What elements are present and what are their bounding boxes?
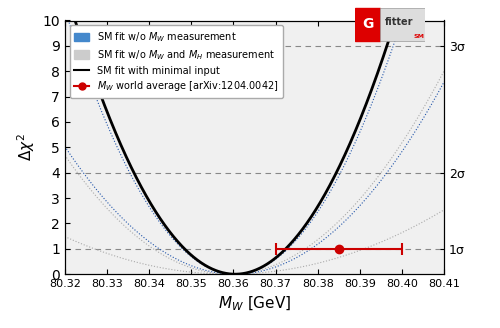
X-axis label: $M_{W}$ [GeV]: $M_{W}$ [GeV] (218, 295, 291, 313)
Text: fitter: fitter (385, 17, 414, 27)
FancyBboxPatch shape (380, 8, 425, 41)
Text: G: G (362, 17, 374, 31)
FancyBboxPatch shape (355, 8, 380, 41)
Y-axis label: $\Delta\chi^2$: $\Delta\chi^2$ (15, 133, 36, 161)
Legend: SM fit w/o $M_{W}$ measurement, SM fit w/o $M_{W}$ and $M_{H}$ measurement, SM f: SM fit w/o $M_{W}$ measurement, SM fit w… (70, 25, 283, 98)
Text: SM: SM (413, 34, 424, 39)
